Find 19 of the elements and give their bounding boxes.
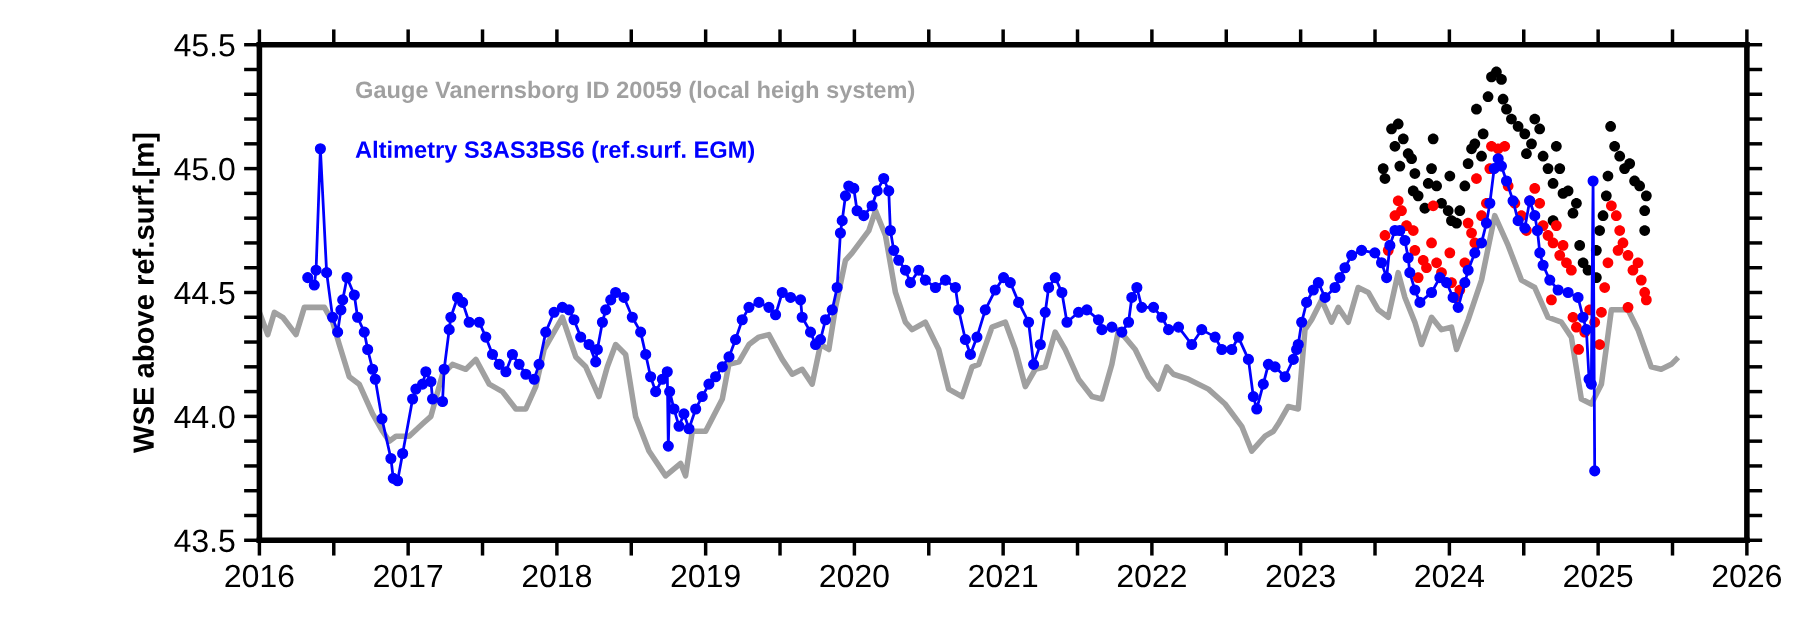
text: Gauge Vanernsborg ID 20059 (local heigh system) xyxy=(356,80,915,103)
y-tick-label: 44.5 xyxy=(174,282,235,305)
x-tick-label: 2024 xyxy=(1415,564,1484,588)
y-tick-label: 45.5 xyxy=(174,34,235,57)
x-tick-label: 2017 xyxy=(374,564,443,588)
x-tick-label: 2023 xyxy=(1266,564,1335,588)
x-tick-label: 2019 xyxy=(671,564,740,588)
y-axis-title: WSE above ref.surf.[m] xyxy=(132,133,160,453)
text: 44.0 xyxy=(174,405,235,429)
x-tick-label: 2022 xyxy=(1117,564,1186,588)
x-tick-label: 2025 xyxy=(1564,564,1633,588)
series-label: Altimetry S3AS3BS6 (ref.surf. EGM) xyxy=(355,140,755,163)
x-tick-label: 2018 xyxy=(522,564,592,588)
x-tick-label: 2026 xyxy=(1712,564,1782,588)
text: 45.0 xyxy=(174,157,235,181)
y-tick-label: 43.5 xyxy=(174,529,235,553)
x-tick-label: 2021 xyxy=(969,564,1038,588)
x-tick-label: 2020 xyxy=(820,564,889,588)
x-tick-label: 2016 xyxy=(225,564,294,588)
